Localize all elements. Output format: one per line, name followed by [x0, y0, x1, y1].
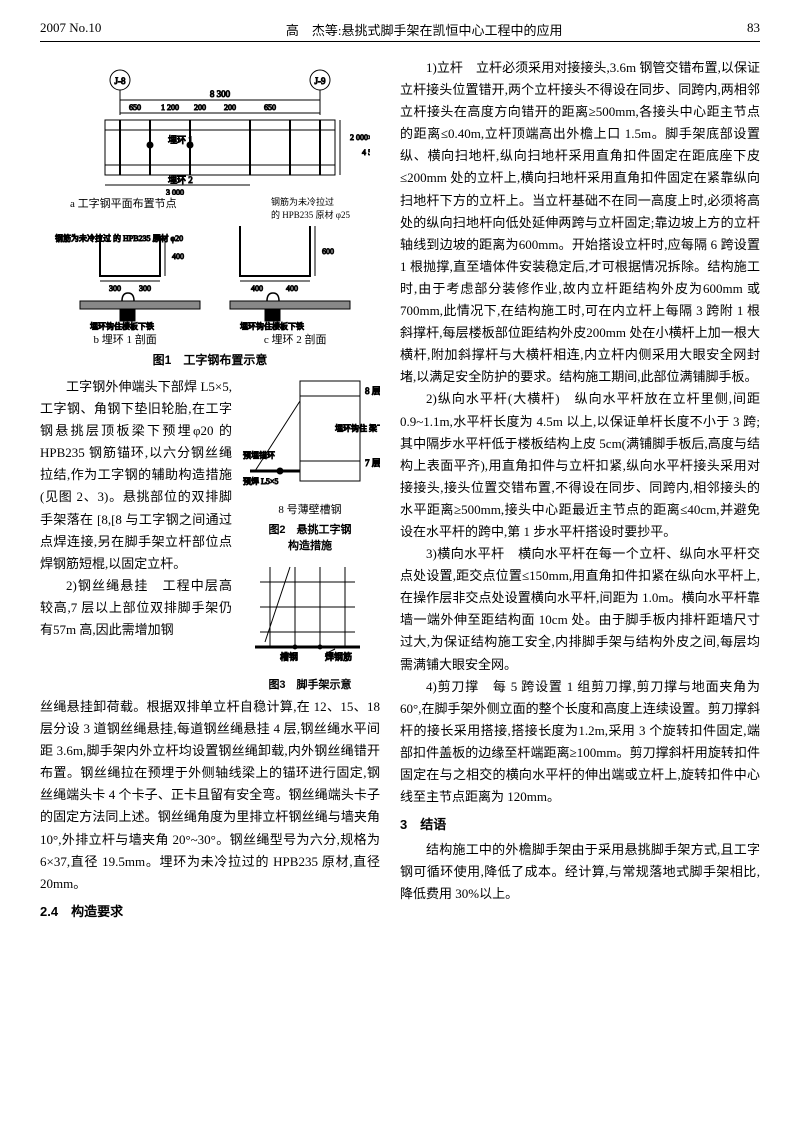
svg-text:J-9: J-9 [315, 76, 326, 86]
right-p4: 4)剪刀撑 每 5 跨设置 1 组剪刀撑,剪刀撑与地面夹角为 60°,在脚手架外… [400, 676, 760, 809]
svg-text:650: 650 [264, 103, 276, 112]
fig2-svg: 8 层 7 层 埋环钩住 梁下铁 预埋锚环 预焊 L5×5 [240, 376, 380, 496]
header-right: 83 [747, 20, 760, 39]
left-p2-rest: 丝绳悬挂卸荷载。根据双排单立杆自稳计算,在 12、15、18 层分设 3 道钢丝… [40, 696, 380, 895]
svg-text:400: 400 [172, 252, 184, 261]
figure-1: J-8 J-9 8 300 650 1 200 200 200 650 [40, 65, 380, 368]
svg-text:槽钢: 槽钢 [280, 651, 298, 662]
svg-text:预焊 L5×5: 预焊 L5×5 [243, 476, 278, 486]
fig3-svg: 槽钢 焊钢筋 [240, 557, 380, 667]
svg-text:钢筋为未冷拉过 的 HPB235 原材 φ20: 钢筋为未冷拉过 的 HPB235 原材 φ20 [55, 233, 183, 243]
svg-text:埋环钩住楼板下铁: 埋环钩住楼板下铁 [90, 321, 154, 331]
fig1-plan-svg: J-8 J-9 8 300 650 1 200 200 200 650 [50, 65, 370, 195]
svg-text:8 层: 8 层 [365, 386, 380, 396]
right-p5: 结构施工中的外檐脚手架由于采用悬挑脚手架方式,且工字钢可循环使用,降低了成本。经… [400, 839, 760, 905]
right-p2: 2)纵向水平杆(大横杆) 纵向水平杆放在立杆里侧,间距 0.9~1.1m,水平杆… [400, 388, 760, 543]
fig3-caption: 图3 脚手架示意 [240, 676, 380, 692]
svg-text:埋环 2: 埋环 2 [168, 175, 193, 185]
svg-text:1 200: 1 200 [161, 103, 179, 112]
svg-text:焊钢筋: 焊钢筋 [325, 651, 352, 662]
fig2-caption: 图2 悬挑工字钢 构造措施 [240, 521, 380, 553]
right-p1: 1)立杆 立杆必须采用对接接头,3.6m 钢管交错布置,以保证立杆接头位置错开,… [400, 57, 760, 388]
svg-text:3 000: 3 000 [166, 188, 184, 195]
svg-text:300: 300 [139, 284, 151, 293]
header-left: 2007 No.10 [40, 20, 101, 39]
svg-text:650: 650 [129, 103, 141, 112]
svg-text:600: 600 [322, 247, 334, 256]
svg-text:200: 200 [194, 103, 206, 112]
fig1-bar-label: 钢筋为未冷拉过 的 HPB235 原材 φ25 [271, 195, 350, 221]
svg-text:7 层: 7 层 [365, 458, 380, 468]
page-header: 2007 No.10 高 杰等:悬挑式脚手架在凯恒中心工程中的应用 83 [40, 20, 760, 42]
figure-2: 8 层 7 层 埋环钩住 梁下铁 预埋锚环 预焊 L5×5 8 号薄壁槽钢 图2… [240, 376, 380, 696]
svg-text:预埋锚环: 预埋锚环 [243, 450, 275, 460]
svg-text:8 300: 8 300 [210, 89, 231, 99]
fig1-section-svg: 钢筋为未冷拉过 的 HPB235 原材 φ20 300 300 400 400 [50, 221, 370, 331]
heading-2-4: 2.4 构造要求 [40, 901, 380, 920]
svg-text:J-8: J-8 [115, 76, 126, 86]
heading-3: 3 结语 [400, 814, 760, 833]
svg-text:300: 300 [109, 284, 121, 293]
page: 2007 No.10 高 杰等:悬挑式脚手架在凯恒中心工程中的应用 83 J-8… [0, 0, 800, 946]
right-p3: 3)横向水平杆 横向水平杆在每一个立杆、纵向水平杆交点处设置,距交点位置≤150… [400, 543, 760, 676]
fig1-sub-b: b 埋环 1 剖面 [94, 331, 157, 347]
fig1-sub-a: a 工字钢平面布置节点 [70, 195, 177, 221]
svg-text:400: 400 [286, 284, 298, 293]
svg-text:2 000×2: 2 000×2 [350, 133, 370, 142]
svg-text:埋环 1: 埋环 1 [168, 135, 193, 145]
content: J-8 J-9 8 300 650 1 200 200 200 650 [40, 57, 760, 926]
right-column: 1)立杆 立杆必须采用对接接头,3.6m 钢管交错布置,以保证立杆接头位置错开,… [400, 57, 760, 926]
fig1-sub-c: c 埋环 2 剖面 [264, 331, 327, 347]
svg-text:200: 200 [224, 103, 236, 112]
svg-text:4 500: 4 500 [362, 148, 370, 157]
svg-text:埋环钩住楼板下铁: 埋环钩住楼板下铁 [240, 321, 304, 331]
svg-text:400: 400 [251, 284, 263, 293]
text-wrap-block: 8 层 7 层 埋环钩住 梁下铁 预埋锚环 预焊 L5×5 8 号薄壁槽钢 图2… [40, 376, 380, 696]
fig2-channel-label: 8 号薄壁槽钢 [240, 501, 380, 517]
svg-text:埋环钩住 梁下铁: 埋环钩住 梁下铁 [335, 423, 380, 433]
fig1-caption: 图1 工字钢布置示意 [40, 351, 380, 368]
left-column: J-8 J-9 8 300 650 1 200 200 200 650 [40, 57, 380, 926]
header-center: 高 杰等:悬挑式脚手架在凯恒中心工程中的应用 [286, 20, 563, 39]
